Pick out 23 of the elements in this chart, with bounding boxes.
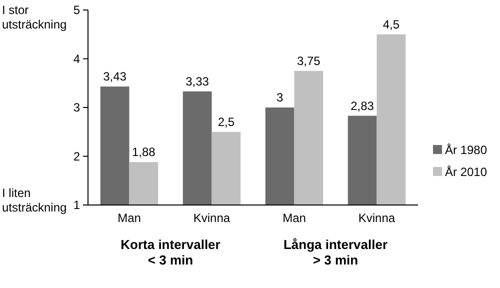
legend-label: År 1980 xyxy=(445,143,488,157)
data-label: 3,43 xyxy=(103,70,127,84)
data-label: 3,75 xyxy=(297,54,321,68)
y-tick-label: 2 xyxy=(73,149,80,164)
y-tick-label: 3 xyxy=(73,100,80,115)
data-label: 2,83 xyxy=(350,98,374,113)
y-tick-label: 1 xyxy=(73,198,80,212)
y-tick-label: 4 xyxy=(73,52,80,66)
data-label: 1,88 xyxy=(132,145,156,160)
data-label: 3,33 xyxy=(186,74,210,88)
text: Korta intervaller < 3 min xyxy=(120,237,220,268)
data-label: 4,5 xyxy=(382,17,400,32)
x-tick-label: Man xyxy=(282,211,306,225)
legend-label: År 2010 xyxy=(445,165,488,179)
x-tick-label: Kvinna xyxy=(358,211,396,225)
data-label: 2,5 xyxy=(218,114,235,129)
x-tick-label: Man xyxy=(118,211,141,225)
text: I liten utsträckning xyxy=(2,186,67,214)
text: I stor utsträckning xyxy=(2,3,67,32)
x-tick-label: Kvinna xyxy=(193,211,230,225)
text: Långa intervaller > 3 min xyxy=(283,237,388,268)
y-tick-label: 5 xyxy=(73,3,80,18)
data-label: 3 xyxy=(276,90,284,104)
